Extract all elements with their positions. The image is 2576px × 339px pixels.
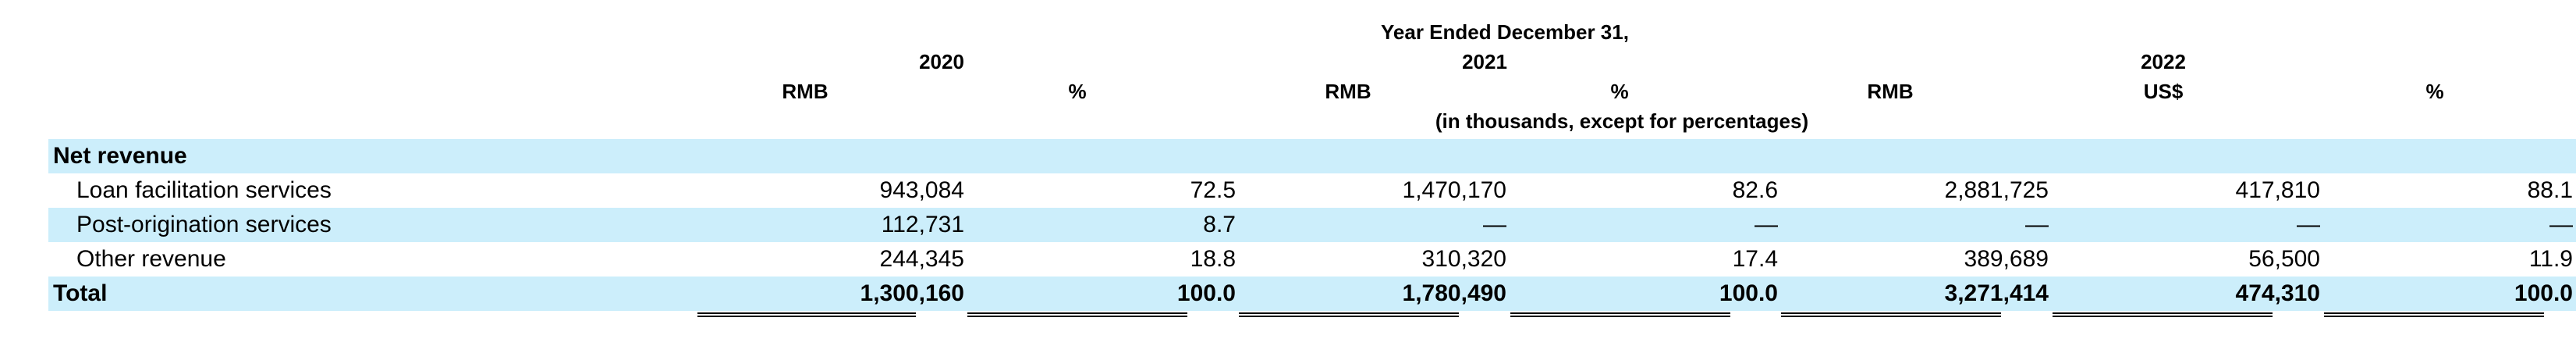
percent-header: % — [1068, 80, 1087, 103]
section-row-net-revenue: Net revenue — [48, 139, 2576, 173]
value-cell: — — [1483, 212, 1506, 237]
table-row: Other revenue 244,345 18.8 310,320 17.4 … — [48, 242, 2576, 277]
period-title: Year Ended December 31, — [1381, 20, 1629, 44]
value-cell: 417,810 — [2235, 177, 2320, 203]
value-cell: 1,470,170 — [1402, 177, 1506, 203]
year-header-2020: 2020 — [919, 50, 964, 73]
total-cell: 100.0 — [1176, 280, 1236, 306]
currency-header: US$ — [2143, 80, 2184, 103]
year-header-2022: 2022 — [2141, 50, 2186, 73]
value-cell: 11.9 — [2528, 246, 2573, 272]
currency-header: RMB — [1867, 80, 1914, 103]
value-cell: 88.1 — [2527, 177, 2573, 203]
value-cell: 18.8 — [1190, 246, 1236, 272]
value-cell: 56,500 — [2248, 246, 2320, 272]
double-underline — [2053, 312, 2273, 317]
value-cell: 389,689 — [1964, 246, 2049, 272]
value-cell: 112,731 — [881, 212, 964, 237]
value-cell: — — [2025, 212, 2049, 237]
value-cell: — — [2297, 212, 2320, 237]
total-row: Total 1,300,160 100.0 1,780,490 100.0 3,… — [48, 277, 2576, 311]
percent-header: % — [2425, 80, 2444, 103]
double-underline — [967, 312, 1187, 317]
double-underline — [2324, 312, 2544, 317]
row-label: Loan facilitation services — [76, 177, 332, 203]
section-label: Net revenue — [53, 143, 187, 169]
double-underline — [1510, 312, 1730, 317]
total-cell: 3,271,414 — [1944, 280, 2049, 306]
row-label: Post-origination services — [76, 212, 332, 237]
units-note: (in thousands, except for percentages) — [1435, 109, 1809, 133]
value-cell: 72.5 — [1190, 177, 1236, 203]
table-row: Loan facilitation services 943,084 72.5 … — [48, 173, 2576, 208]
value-cell: 943,084 — [879, 177, 964, 203]
currency-header: RMB — [782, 80, 829, 103]
value-cell: 17.4 — [1732, 246, 1778, 272]
percent-header: % — [1610, 80, 1629, 103]
total-cell: 100.0 — [2514, 280, 2573, 306]
double-underline — [1239, 312, 1459, 317]
total-label: Total — [53, 280, 108, 306]
value-cell: 244,345 — [879, 246, 964, 272]
year-header-2021: 2021 — [1462, 50, 1507, 73]
table-row: Post-origination services 112,731 8.7 — … — [48, 208, 2576, 242]
total-cell: 1,300,160 — [860, 280, 964, 306]
value-cell: 310,320 — [1421, 246, 1506, 272]
double-underline — [697, 312, 916, 317]
row-label: Other revenue — [76, 246, 226, 272]
value-cell: — — [2549, 212, 2573, 237]
value-cell: — — [1755, 212, 1778, 237]
value-cell: 2,881,725 — [1944, 177, 2049, 203]
total-cell: 1,780,490 — [1402, 280, 1506, 306]
double-underline — [1781, 312, 2001, 317]
total-cell: 474,310 — [2235, 280, 2320, 306]
value-cell: 8.7 — [1203, 212, 1236, 237]
currency-header: RMB — [1325, 80, 1371, 103]
total-cell: 100.0 — [1719, 280, 1778, 306]
value-cell: 82.6 — [1732, 177, 1778, 203]
